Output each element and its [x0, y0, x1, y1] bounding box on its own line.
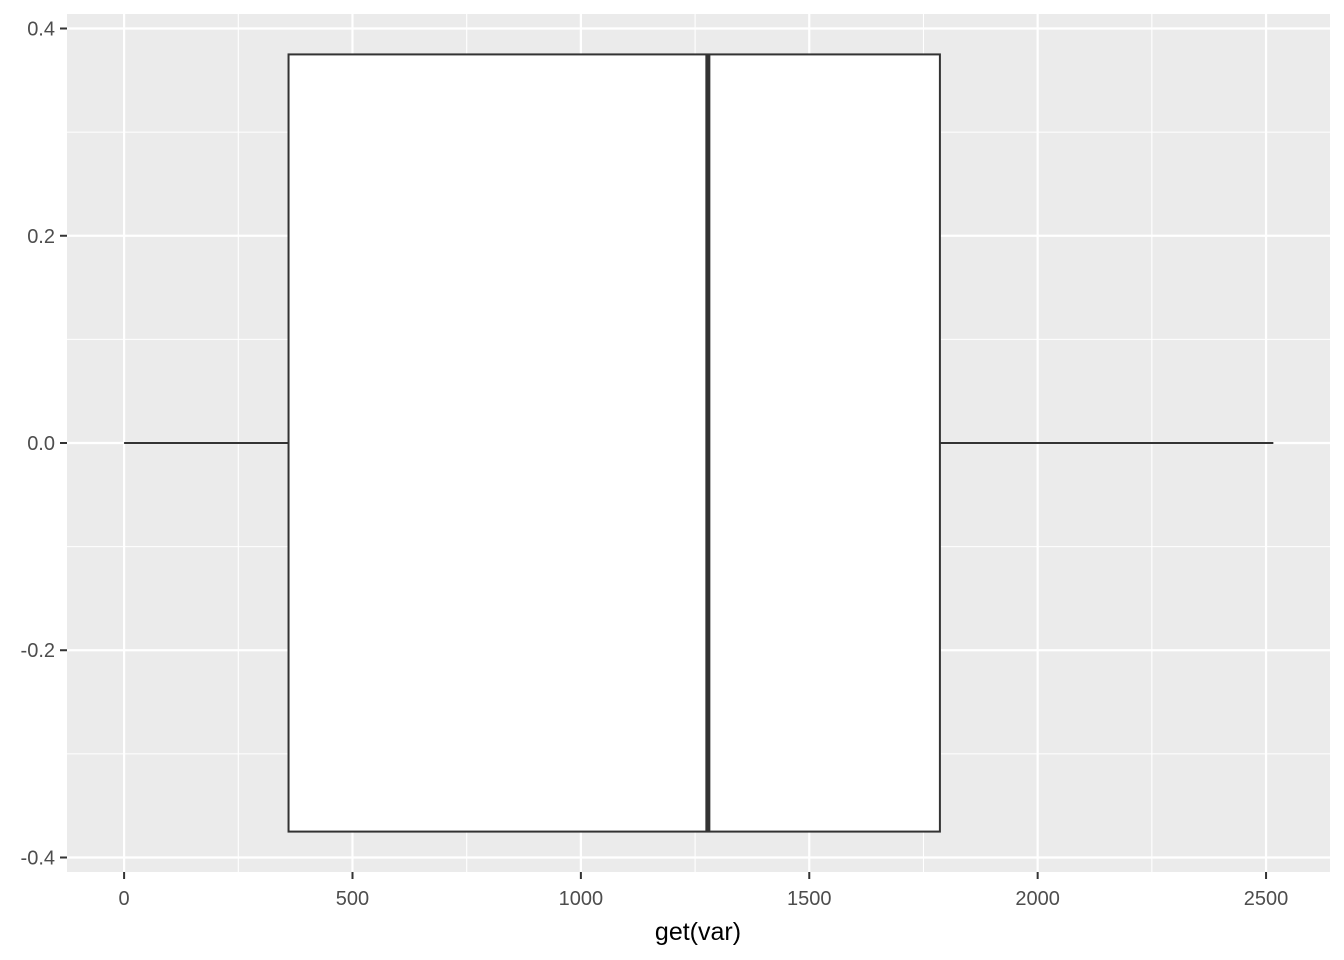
x-tick-label: 2500: [1244, 888, 1289, 910]
x-axis-title: get(var): [655, 918, 741, 946]
y-axis: -0.4 -0.2 0.0 0.2 0.4: [21, 19, 67, 869]
y-tick-label: 0.4: [27, 19, 55, 41]
y-tick-label: -0.4: [21, 847, 55, 869]
x-axis: 0 500 1000 1500 2000 2500: [119, 872, 1289, 910]
x-tick-label: 1000: [559, 888, 604, 910]
box-layer: [124, 53, 1274, 833]
x-tick-label: 500: [336, 888, 369, 910]
x-tick-label: 0: [119, 888, 130, 910]
x-tick-label: 2000: [1015, 888, 1060, 910]
y-tick-label: -0.2: [21, 640, 55, 662]
y-tick-label: 0.2: [27, 226, 55, 248]
box-iqr: [287, 53, 941, 833]
x-tick-label: 1500: [787, 888, 832, 910]
y-tick-label: 0.0: [27, 433, 55, 455]
